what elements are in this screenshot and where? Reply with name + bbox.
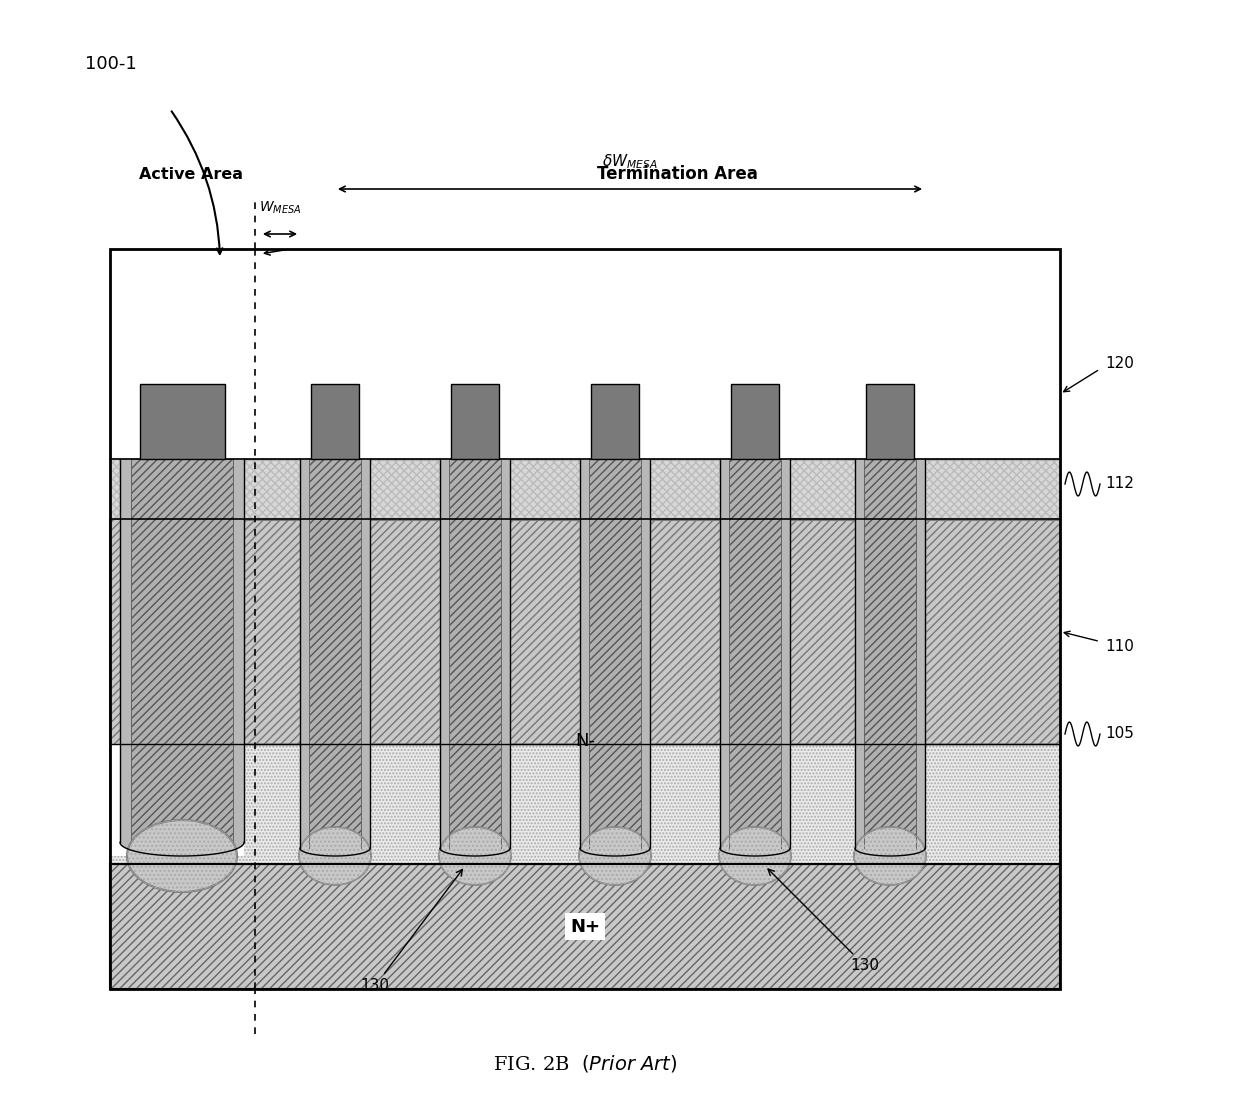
- Bar: [856, 459, 864, 848]
- Text: FIG. 2B  $\it{( Prior\ Art )}$: FIG. 2B $\it{( Prior\ Art )}$: [492, 1053, 677, 1074]
- Bar: [641, 459, 650, 848]
- Bar: [580, 459, 589, 848]
- Bar: [110, 519, 1060, 744]
- Bar: [110, 519, 1060, 864]
- Bar: [110, 519, 120, 744]
- Bar: [916, 459, 925, 848]
- Bar: [309, 459, 361, 847]
- Bar: [732, 384, 779, 459]
- Ellipse shape: [856, 840, 925, 856]
- Text: Active Area: Active Area: [139, 167, 243, 181]
- Bar: [451, 384, 498, 459]
- Bar: [300, 459, 309, 848]
- Ellipse shape: [589, 846, 641, 848]
- Bar: [449, 459, 501, 847]
- Bar: [781, 459, 790, 848]
- Ellipse shape: [864, 846, 916, 848]
- Text: 130: 130: [768, 869, 879, 974]
- Text: $\delta W_{MESA}$: $\delta W_{MESA}$: [603, 152, 658, 171]
- Bar: [139, 384, 224, 459]
- Bar: [449, 459, 501, 847]
- Bar: [110, 459, 120, 856]
- Ellipse shape: [440, 840, 510, 856]
- Bar: [309, 459, 361, 847]
- Bar: [131, 459, 233, 845]
- Text: Termination Area: Termination Area: [598, 164, 758, 184]
- Bar: [589, 459, 641, 847]
- Bar: [131, 459, 233, 845]
- Text: 105: 105: [1105, 726, 1133, 742]
- Text: 112: 112: [1105, 477, 1133, 491]
- Ellipse shape: [126, 820, 237, 892]
- Bar: [440, 459, 449, 848]
- Bar: [591, 384, 639, 459]
- Bar: [110, 250, 1060, 989]
- Ellipse shape: [580, 840, 650, 856]
- Bar: [729, 459, 781, 847]
- Bar: [856, 459, 925, 856]
- Ellipse shape: [579, 827, 651, 885]
- Bar: [864, 459, 916, 847]
- Bar: [866, 384, 914, 459]
- Ellipse shape: [439, 827, 511, 885]
- Ellipse shape: [449, 846, 501, 848]
- Bar: [729, 459, 781, 847]
- Ellipse shape: [300, 840, 370, 856]
- Text: 130: 130: [361, 869, 463, 994]
- Text: 100-1: 100-1: [86, 55, 136, 73]
- Bar: [110, 864, 1060, 989]
- Bar: [110, 459, 1060, 519]
- Bar: [311, 384, 360, 459]
- Ellipse shape: [299, 827, 371, 885]
- Text: N+: N+: [570, 918, 600, 935]
- Bar: [110, 459, 120, 519]
- Bar: [361, 459, 370, 848]
- Text: 110: 110: [1105, 639, 1133, 653]
- Ellipse shape: [719, 827, 791, 885]
- Ellipse shape: [309, 846, 361, 848]
- Bar: [501, 459, 510, 848]
- Bar: [110, 459, 120, 519]
- Bar: [110, 864, 1060, 989]
- Bar: [233, 459, 244, 843]
- Text: $W_{MESA}$: $W_{MESA}$: [259, 199, 301, 216]
- Text: N-: N-: [575, 733, 595, 751]
- Bar: [110, 519, 120, 744]
- Bar: [720, 459, 729, 848]
- Ellipse shape: [120, 829, 244, 856]
- Bar: [440, 459, 510, 856]
- Bar: [110, 519, 1060, 864]
- Bar: [580, 459, 650, 856]
- Text: 120: 120: [1105, 357, 1133, 372]
- Bar: [720, 459, 790, 856]
- Ellipse shape: [131, 843, 233, 847]
- Ellipse shape: [854, 827, 926, 885]
- Bar: [864, 459, 916, 847]
- Bar: [120, 459, 244, 856]
- Bar: [120, 459, 131, 843]
- Ellipse shape: [729, 846, 781, 848]
- Bar: [110, 519, 1060, 744]
- Bar: [300, 459, 370, 856]
- Bar: [110, 459, 1060, 519]
- Bar: [589, 459, 641, 847]
- Ellipse shape: [720, 840, 790, 856]
